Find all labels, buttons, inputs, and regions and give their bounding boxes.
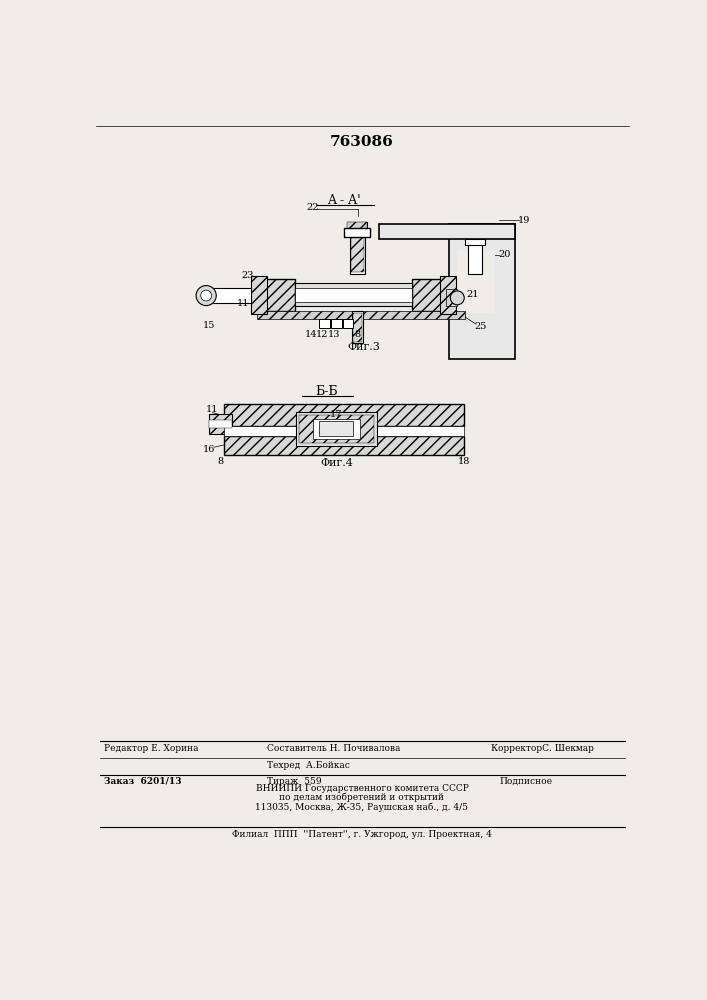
Text: 15: 15	[202, 321, 215, 330]
Text: 13: 13	[328, 330, 340, 339]
Text: 11: 11	[237, 299, 250, 308]
Bar	[313, 419, 360, 439]
Text: 25: 25	[474, 322, 486, 331]
Bar	[203, 288, 251, 303]
Bar	[257, 279, 295, 311]
Bar	[224, 404, 464, 426]
Bar	[331, 319, 341, 328]
Text: 18: 18	[458, 457, 470, 466]
Text: 11: 11	[206, 405, 218, 414]
Text: Заказ  6201/13: Заказ 6201/13	[104, 777, 182, 786]
Text: по делам изобретений и открытий: по делам изобретений и открытий	[279, 793, 445, 802]
Bar	[224, 436, 464, 455]
Text: Б-Б: Б-Б	[316, 385, 339, 398]
Circle shape	[196, 286, 216, 306]
Circle shape	[201, 290, 211, 301]
Text: 8: 8	[217, 457, 223, 466]
Bar	[251, 276, 267, 314]
Text: 16: 16	[203, 445, 216, 454]
Text: Редактор Е. Хорина: Редактор Е. Хорина	[104, 744, 199, 753]
Bar	[209, 420, 232, 428]
Bar	[296, 412, 378, 446]
Bar	[295, 283, 412, 306]
Text: ВНИИПИ Государственного комитета СССР: ВНИИПИ Государственного комитета СССР	[255, 784, 469, 793]
Text: Составитель Н. Почивалова: Составитель Н. Почивалова	[267, 744, 400, 753]
Bar	[347, 222, 368, 228]
Text: 763086: 763086	[330, 135, 394, 149]
Text: Филиал  ППП  ''Патент'', г. Ужгород, ул. Проектная, 4: Филиал ППП ''Патент'', г. Ужгород, ул. П…	[232, 830, 492, 839]
Text: Техред  А.Бойкас: Техред А.Бойкас	[267, 761, 349, 770]
Text: Подписное: Подписное	[499, 777, 552, 786]
Bar	[440, 276, 456, 314]
Bar	[457, 251, 495, 312]
Text: A - A': A - A'	[327, 194, 361, 207]
Bar	[412, 279, 450, 311]
Bar	[449, 224, 515, 359]
Bar	[353, 312, 362, 342]
Bar	[295, 288, 412, 302]
Text: 19: 19	[518, 216, 530, 225]
Text: 22: 22	[306, 203, 319, 212]
Text: 12: 12	[316, 330, 329, 339]
Text: 14: 14	[305, 330, 317, 339]
Bar	[224, 426, 464, 436]
Bar	[446, 289, 457, 306]
Bar	[257, 311, 465, 319]
Circle shape	[450, 291, 464, 305]
Bar	[465, 239, 485, 245]
Text: Тираж  559: Тираж 559	[267, 777, 321, 786]
Text: 21: 21	[467, 290, 479, 299]
Text: Φиг.4: Φиг.4	[320, 458, 353, 468]
Bar	[347, 222, 368, 228]
Bar	[299, 415, 374, 443]
Bar	[343, 319, 354, 328]
Bar	[349, 235, 365, 274]
Bar	[351, 237, 363, 272]
Bar	[352, 311, 363, 343]
Text: 23: 23	[241, 271, 254, 280]
Text: 8: 8	[354, 330, 361, 339]
Text: Φиг.3: Φиг.3	[347, 342, 380, 352]
Text: КорректорС. Шекмар: КорректорС. Шекмар	[491, 744, 595, 753]
Bar	[320, 319, 330, 328]
Bar	[468, 243, 482, 274]
Bar	[209, 414, 232, 434]
Text: 113035, Москва, Ж-35, Раушская наб., д. 4/5: 113035, Москва, Ж-35, Раушская наб., д. …	[255, 802, 469, 812]
Bar	[379, 224, 515, 239]
Bar	[320, 421, 354, 436]
Bar	[344, 228, 370, 237]
Text: 17: 17	[330, 410, 343, 419]
Text: 20: 20	[498, 250, 510, 259]
